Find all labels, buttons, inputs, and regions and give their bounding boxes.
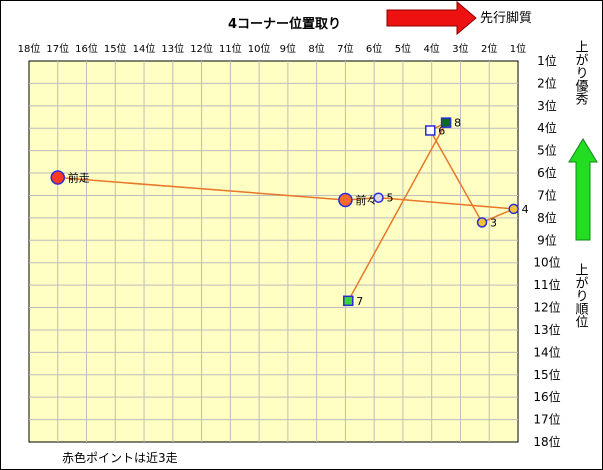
x-tick-label: 15位 xyxy=(104,42,127,55)
x-tick-label: 18位 xyxy=(18,42,41,55)
x-tick-label: 6位 xyxy=(366,42,382,55)
data-point-marker xyxy=(343,295,354,307)
connector-line xyxy=(429,130,483,223)
x-tick-label: 7位 xyxy=(337,42,353,55)
footnote: 赤色ポイントは近3走 xyxy=(62,451,178,465)
y-tick-label: 14位 xyxy=(533,344,560,359)
y-tick-label: 18位 xyxy=(533,434,560,449)
y-tick-label: 7位 xyxy=(537,187,557,202)
data-point-label: 前々 xyxy=(355,193,377,207)
data-point-label: 6 xyxy=(438,124,445,137)
plot-area xyxy=(28,60,519,443)
y-tick-label: 11位 xyxy=(533,277,560,292)
connector-line xyxy=(481,208,514,224)
x-tick-label: 16位 xyxy=(75,42,98,55)
x-tick-label: 5位 xyxy=(395,42,411,55)
y-tick-label: 9位 xyxy=(537,232,557,247)
y-tick-label: 6位 xyxy=(537,165,557,180)
y-tick-label: 5位 xyxy=(537,143,557,158)
y-tick-label: 10位 xyxy=(533,255,560,270)
red-arrow-icon xyxy=(386,0,477,36)
x-axis-label: 先行脚質 xyxy=(480,10,532,26)
x-tick-label: 12位 xyxy=(190,42,213,55)
data-point-marker xyxy=(440,117,452,128)
data-point-marker xyxy=(508,203,519,215)
y-tick-label: 13位 xyxy=(533,322,560,337)
data-point-marker xyxy=(50,170,66,185)
connector-line xyxy=(57,176,346,201)
x-tick-label: 2位 xyxy=(481,42,497,55)
y-tick-label: 8位 xyxy=(537,210,557,225)
data-point-marker xyxy=(476,217,488,228)
connector-line xyxy=(347,122,447,302)
y-tick-label: 17位 xyxy=(533,412,560,427)
data-point-label: 8 xyxy=(454,117,461,130)
y-tick-label: 16位 xyxy=(533,389,560,404)
y-tick-label: 4位 xyxy=(537,120,557,135)
chart-title: 4コーナー位置取り xyxy=(228,16,341,32)
x-tick-labels: 18位 17位 16位 15位 14位 13位 12位 11位 10位 9位 8位 7位 6位 5位 4位 3… xyxy=(18,42,526,55)
x-tick-label: 3位 xyxy=(452,42,468,55)
y-tick-label: 12位 xyxy=(533,300,560,315)
x-tick-label: 8位 xyxy=(308,42,324,55)
y-tick-label: 3位 xyxy=(537,98,557,113)
x-tick-label: 1位 xyxy=(510,42,526,55)
x-tick-label: 14位 xyxy=(133,42,156,55)
y-tick-labels: 1位 2位 3位 4位 5位 6位 7位 8位 9位 10位 11位 12位 13位 14位 15位 16位 1… xyxy=(533,53,560,449)
y-tick-label: 15位 xyxy=(533,367,560,382)
connector-line xyxy=(378,196,514,210)
x-tick-label: 10位 xyxy=(248,42,271,55)
green-arrow-icon xyxy=(568,138,598,241)
data-point-label: 4 xyxy=(522,203,529,216)
x-tick-label: 4位 xyxy=(423,42,439,55)
data-point-marker xyxy=(373,192,384,203)
y-tick-label: 1位 xyxy=(537,53,557,68)
data-point-label: 前走 xyxy=(68,171,90,185)
data-point-label: 5 xyxy=(386,192,393,205)
data-point-marker xyxy=(425,125,436,136)
y-tick-label: 2位 xyxy=(537,75,557,90)
connector-lines xyxy=(57,121,514,302)
data-point-label: 3 xyxy=(490,216,497,229)
x-tick-label: 9位 xyxy=(280,42,296,55)
y-axis-label-bottom: 上がり順位 xyxy=(573,263,589,328)
grid-lines xyxy=(29,61,518,442)
data-point-marker xyxy=(338,192,353,208)
x-tick-label: 11位 xyxy=(219,42,242,55)
x-tick-label: 17位 xyxy=(46,42,69,55)
data-point-label: 7 xyxy=(356,295,363,308)
y-axis-label-top: 上がり優秀 xyxy=(573,40,589,106)
x-tick-label: 13位 xyxy=(161,42,184,55)
